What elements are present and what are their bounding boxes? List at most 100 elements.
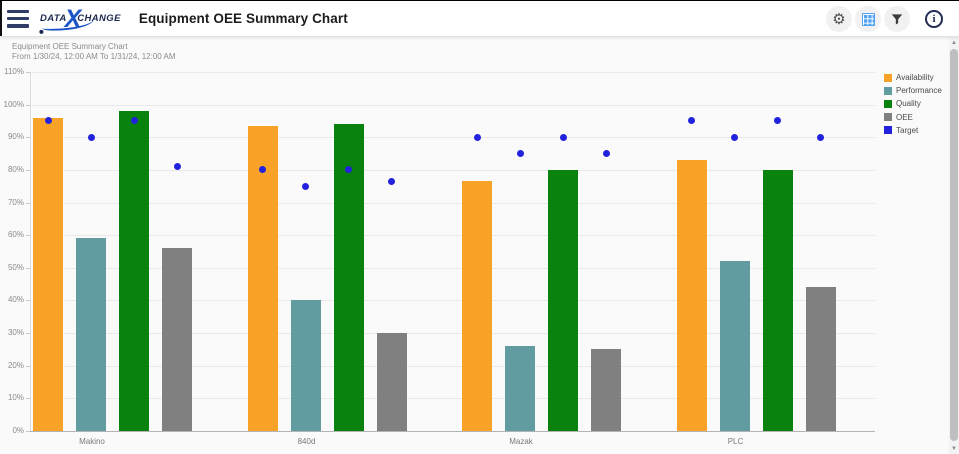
bar-performance-makino[interactable] [76, 238, 107, 431]
dataxchange-logo: DATA X CHANGE [40, 4, 121, 34]
y-tick-110% [26, 72, 30, 73]
info-button[interactable]: i [921, 6, 947, 32]
page-title: Equipment OEE Summary Chart [138, 11, 348, 26]
y-tick-10% [26, 398, 30, 400]
legend-item-oee[interactable]: OEE [884, 111, 942, 124]
legend-swatch-quality [884, 99, 892, 108]
y-tick-90% [26, 137, 30, 139]
bar-quality-840d[interactable] [333, 124, 364, 431]
target-dot-plc-performance[interactable] [731, 133, 739, 141]
target-dot-makino-quality[interactable] [130, 117, 138, 125]
gridline-20% [30, 365, 875, 367]
gridline-80% [30, 169, 875, 171]
y-axis-label: 30% [7, 328, 24, 338]
logo-text-x: X [64, 5, 82, 34]
target-dot-840d-availability[interactable] [259, 166, 266, 174]
bar-performance-mazak[interactable] [505, 346, 536, 431]
bar-performance-plc[interactable] [719, 261, 750, 431]
y-axis-line [30, 72, 31, 431]
y-axis-label: 80% [7, 164, 24, 174]
target-dot-840d-oee[interactable] [388, 177, 396, 185]
gridline-100% [30, 104, 875, 106]
target-dot-plc-availability[interactable] [688, 117, 695, 125]
bar-quality-makino[interactable] [119, 111, 150, 431]
bar-availability-mazak[interactable] [462, 181, 492, 431]
y-tick-0% [26, 431, 30, 432]
bar-availability-840d[interactable] [247, 125, 278, 431]
legend-item-target[interactable]: Target [884, 124, 942, 137]
y-tick-40% [26, 300, 30, 302]
bar-oee-840d[interactable] [376, 333, 407, 431]
target-dot-plc-oee[interactable] [817, 133, 825, 141]
info-icon: i [925, 10, 943, 28]
y-axis-label: 50% [7, 262, 24, 272]
x-axis-label-mazak: Mazak [509, 437, 533, 446]
gridline-50% [30, 267, 875, 269]
gridline-40% [30, 300, 875, 302]
legend-swatch-availability [884, 73, 892, 82]
bar-quality-plc[interactable] [762, 169, 793, 431]
target-dot-makino-availability[interactable] [44, 117, 52, 125]
bar-oee-plc[interactable] [805, 287, 836, 431]
y-axis-label: 40% [7, 295, 24, 305]
target-dot-makino-oee[interactable] [173, 163, 181, 171]
scrollbar-thumb[interactable] [950, 49, 958, 441]
target-dot-makino-performance[interactable] [87, 133, 95, 141]
header-actions: ⚙ i [826, 1, 947, 37]
logo-text-change: CHANGE [77, 12, 121, 24]
legend-label: Availability [896, 73, 934, 83]
gridline-70% [30, 202, 875, 204]
target-dot-mazak-performance[interactable] [516, 150, 524, 158]
y-axis-label: 100% [3, 99, 24, 109]
target-dot-840d-performance[interactable] [302, 182, 310, 190]
chart-title: Equipment OEE Summary Chart [12, 42, 128, 51]
y-axis-label: 90% [7, 132, 24, 142]
filter-icon [891, 14, 903, 25]
target-dot-mazak-quality[interactable] [559, 133, 567, 141]
y-tick-100% [26, 104, 30, 106]
y-tick-50% [26, 267, 30, 269]
x-axis-label-plc: PLC [727, 437, 744, 446]
scroll-down-arrow[interactable]: ▼ [951, 446, 957, 452]
y-tick-20% [26, 365, 30, 367]
y-axis-label: 0% [12, 426, 24, 435]
bar-availability-plc[interactable] [676, 160, 707, 431]
x-axis-label-840d: 840d [297, 437, 316, 446]
gridline-30% [30, 333, 875, 335]
target-dot-mazak-availability[interactable] [473, 133, 481, 141]
gridline-90% [30, 137, 875, 139]
legend-label: Quality [896, 99, 921, 109]
y-axis-label: 70% [7, 197, 24, 207]
target-dot-840d-quality[interactable] [345, 166, 353, 174]
gridline-10% [30, 398, 875, 400]
chart-legend: Availability Performance Quality OEE Target [884, 71, 942, 137]
y-tick-70% [26, 202, 30, 204]
bar-oee-makino[interactable] [162, 248, 193, 431]
filter-button[interactable] [884, 6, 910, 32]
chart-subtitle: From 1/30/24, 12:00 AM To 1/31/24, 12:00… [12, 52, 176, 61]
grid-icon [861, 12, 875, 26]
gridline-60% [30, 235, 875, 237]
y-tick-80% [26, 169, 30, 171]
settings-button[interactable]: ⚙ [826, 6, 852, 32]
legend-item-quality[interactable]: Quality [884, 97, 942, 110]
bar-oee-mazak[interactable] [591, 349, 622, 431]
legend-item-availability[interactable]: Availability [884, 71, 942, 84]
bar-performance-840d[interactable] [290, 300, 321, 431]
bar-availability-makino[interactable] [33, 117, 63, 431]
target-dot-mazak-oee[interactable] [602, 150, 610, 158]
bar-quality-mazak[interactable] [548, 169, 579, 431]
legend-label: OEE [896, 112, 913, 122]
data-table-button[interactable] [855, 6, 881, 32]
legend-swatch-oee [884, 113, 892, 122]
logo-text-data: DATA [40, 12, 67, 24]
target-dot-plc-quality[interactable] [774, 117, 782, 125]
menu-icon[interactable] [7, 9, 31, 28]
scroll-up-arrow[interactable]: ▲ [951, 40, 957, 46]
legend-label: Performance [896, 86, 942, 96]
y-axis-label: 20% [7, 360, 24, 370]
scrollbar[interactable]: ▲ ▼ [949, 37, 959, 454]
legend-item-performance[interactable]: Performance [884, 84, 942, 97]
y-axis-label: 110% [4, 67, 24, 76]
gridline-110% [30, 72, 875, 73]
